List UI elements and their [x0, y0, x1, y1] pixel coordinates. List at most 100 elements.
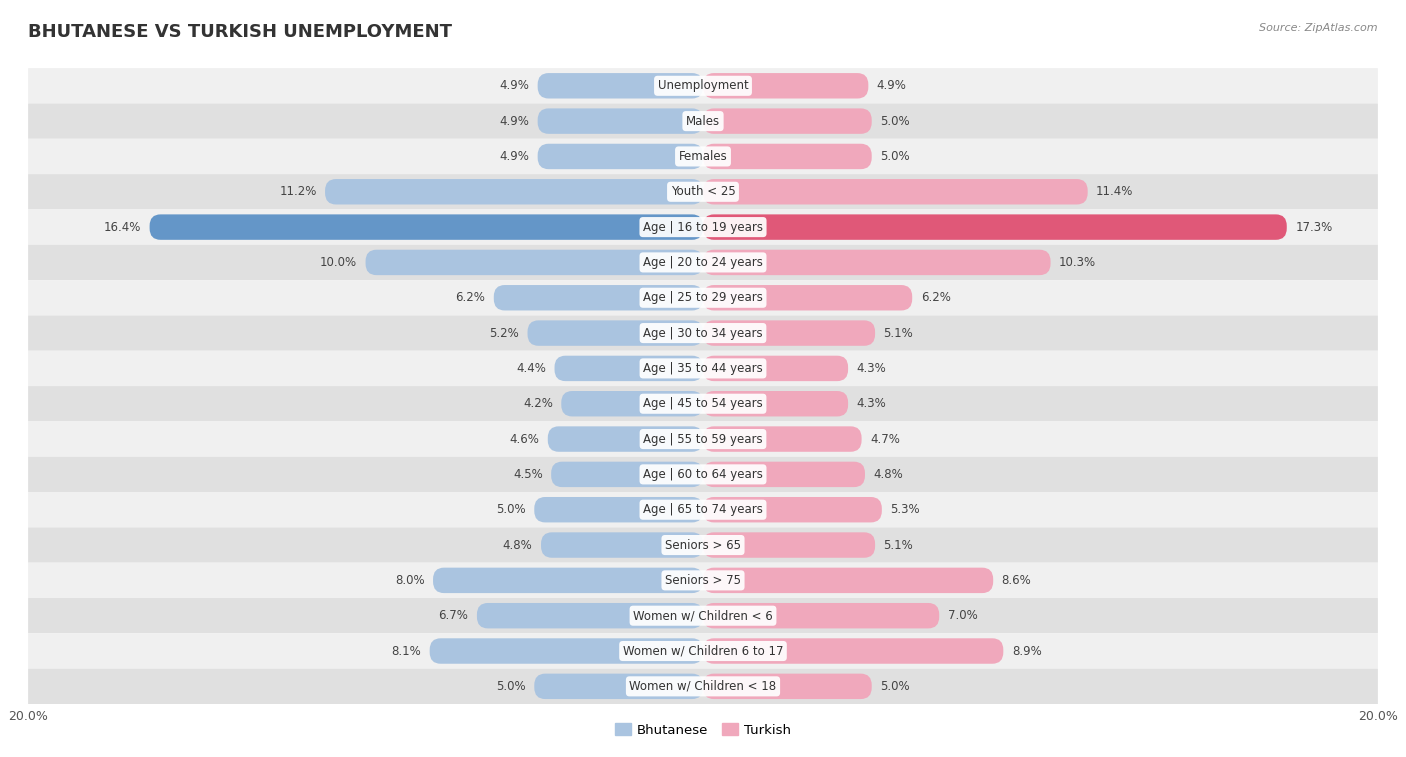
Text: Age | 55 to 59 years: Age | 55 to 59 years — [643, 432, 763, 446]
FancyBboxPatch shape — [28, 668, 1378, 704]
FancyBboxPatch shape — [494, 285, 703, 310]
FancyBboxPatch shape — [527, 320, 703, 346]
Text: 4.8%: 4.8% — [503, 538, 533, 552]
FancyBboxPatch shape — [534, 497, 703, 522]
Text: 5.0%: 5.0% — [880, 150, 910, 163]
Text: 11.2%: 11.2% — [280, 185, 316, 198]
Text: Age | 65 to 74 years: Age | 65 to 74 years — [643, 503, 763, 516]
FancyBboxPatch shape — [28, 174, 1378, 210]
FancyBboxPatch shape — [534, 674, 703, 699]
Text: 5.0%: 5.0% — [880, 680, 910, 693]
FancyBboxPatch shape — [28, 350, 1378, 386]
FancyBboxPatch shape — [28, 386, 1378, 422]
FancyBboxPatch shape — [28, 280, 1378, 316]
FancyBboxPatch shape — [703, 391, 848, 416]
Text: BHUTANESE VS TURKISH UNEMPLOYMENT: BHUTANESE VS TURKISH UNEMPLOYMENT — [28, 23, 453, 41]
FancyBboxPatch shape — [325, 179, 703, 204]
Text: 4.4%: 4.4% — [516, 362, 546, 375]
Text: Females: Females — [679, 150, 727, 163]
Text: 4.9%: 4.9% — [499, 150, 529, 163]
Text: 5.0%: 5.0% — [496, 680, 526, 693]
Text: Women w/ Children 6 to 17: Women w/ Children 6 to 17 — [623, 644, 783, 658]
FancyBboxPatch shape — [703, 73, 869, 98]
FancyBboxPatch shape — [28, 210, 1378, 245]
Text: 4.2%: 4.2% — [523, 397, 553, 410]
FancyBboxPatch shape — [541, 532, 703, 558]
Text: Age | 45 to 54 years: Age | 45 to 54 years — [643, 397, 763, 410]
Text: 10.3%: 10.3% — [1059, 256, 1097, 269]
FancyBboxPatch shape — [149, 214, 703, 240]
Text: Age | 35 to 44 years: Age | 35 to 44 years — [643, 362, 763, 375]
FancyBboxPatch shape — [537, 108, 703, 134]
FancyBboxPatch shape — [537, 144, 703, 169]
Text: Males: Males — [686, 114, 720, 128]
FancyBboxPatch shape — [703, 426, 862, 452]
Text: Age | 30 to 34 years: Age | 30 to 34 years — [643, 326, 763, 340]
Text: 4.9%: 4.9% — [499, 79, 529, 92]
FancyBboxPatch shape — [561, 391, 703, 416]
FancyBboxPatch shape — [537, 73, 703, 98]
FancyBboxPatch shape — [703, 320, 875, 346]
FancyBboxPatch shape — [703, 532, 875, 558]
FancyBboxPatch shape — [703, 603, 939, 628]
Text: 5.1%: 5.1% — [883, 326, 914, 340]
Text: 8.0%: 8.0% — [395, 574, 425, 587]
FancyBboxPatch shape — [430, 638, 703, 664]
Text: 7.0%: 7.0% — [948, 609, 977, 622]
FancyBboxPatch shape — [703, 462, 865, 487]
FancyBboxPatch shape — [548, 426, 703, 452]
Text: 6.7%: 6.7% — [439, 609, 468, 622]
Text: 4.3%: 4.3% — [856, 397, 886, 410]
FancyBboxPatch shape — [703, 285, 912, 310]
Text: Women w/ Children < 6: Women w/ Children < 6 — [633, 609, 773, 622]
Text: 5.3%: 5.3% — [890, 503, 920, 516]
FancyBboxPatch shape — [366, 250, 703, 275]
Text: 5.2%: 5.2% — [489, 326, 519, 340]
Text: Seniors > 65: Seniors > 65 — [665, 538, 741, 552]
Text: 4.8%: 4.8% — [873, 468, 903, 481]
FancyBboxPatch shape — [554, 356, 703, 381]
Text: Unemployment: Unemployment — [658, 79, 748, 92]
FancyBboxPatch shape — [703, 179, 1088, 204]
FancyBboxPatch shape — [703, 214, 1286, 240]
Text: 6.2%: 6.2% — [456, 291, 485, 304]
Text: 16.4%: 16.4% — [104, 220, 141, 234]
Text: Youth < 25: Youth < 25 — [671, 185, 735, 198]
Text: 10.0%: 10.0% — [321, 256, 357, 269]
FancyBboxPatch shape — [433, 568, 703, 593]
FancyBboxPatch shape — [28, 562, 1378, 598]
Text: 4.7%: 4.7% — [870, 432, 900, 446]
FancyBboxPatch shape — [28, 316, 1378, 350]
FancyBboxPatch shape — [28, 104, 1378, 139]
Text: 6.2%: 6.2% — [921, 291, 950, 304]
Text: 11.4%: 11.4% — [1097, 185, 1133, 198]
FancyBboxPatch shape — [28, 245, 1378, 280]
FancyBboxPatch shape — [28, 139, 1378, 174]
Text: Women w/ Children < 18: Women w/ Children < 18 — [630, 680, 776, 693]
FancyBboxPatch shape — [703, 356, 848, 381]
Text: 17.3%: 17.3% — [1295, 220, 1333, 234]
FancyBboxPatch shape — [28, 68, 1378, 104]
Text: Age | 25 to 29 years: Age | 25 to 29 years — [643, 291, 763, 304]
FancyBboxPatch shape — [28, 634, 1378, 668]
FancyBboxPatch shape — [703, 144, 872, 169]
FancyBboxPatch shape — [551, 462, 703, 487]
Text: Age | 60 to 64 years: Age | 60 to 64 years — [643, 468, 763, 481]
FancyBboxPatch shape — [703, 250, 1050, 275]
Text: 4.6%: 4.6% — [509, 432, 540, 446]
Text: 5.0%: 5.0% — [880, 114, 910, 128]
Text: Seniors > 75: Seniors > 75 — [665, 574, 741, 587]
FancyBboxPatch shape — [703, 108, 872, 134]
FancyBboxPatch shape — [28, 422, 1378, 456]
FancyBboxPatch shape — [477, 603, 703, 628]
Text: 4.3%: 4.3% — [856, 362, 886, 375]
Text: 4.9%: 4.9% — [877, 79, 907, 92]
FancyBboxPatch shape — [28, 492, 1378, 528]
Text: 8.1%: 8.1% — [391, 644, 422, 658]
Text: Age | 16 to 19 years: Age | 16 to 19 years — [643, 220, 763, 234]
Text: Age | 20 to 24 years: Age | 20 to 24 years — [643, 256, 763, 269]
Text: 4.5%: 4.5% — [513, 468, 543, 481]
Text: 5.1%: 5.1% — [883, 538, 914, 552]
Text: 8.9%: 8.9% — [1012, 644, 1042, 658]
FancyBboxPatch shape — [703, 674, 872, 699]
